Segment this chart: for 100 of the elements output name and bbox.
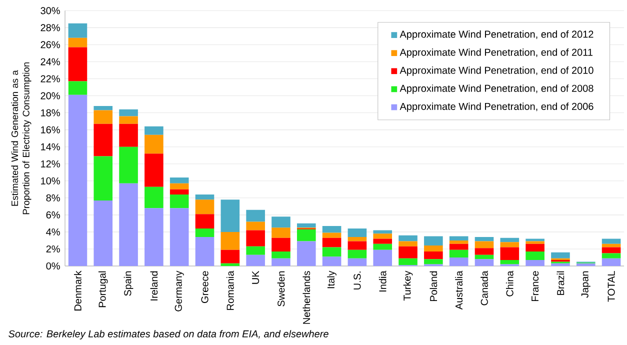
- bar: [144, 134, 164, 154]
- bar: [119, 183, 138, 266]
- bar: [602, 244, 621, 248]
- bar: [195, 194, 214, 200]
- bar: [449, 236, 468, 240]
- bar: [94, 106, 113, 110]
- bar: [94, 156, 113, 200]
- bar: [526, 244, 544, 252]
- bar: [68, 81, 88, 95]
- bar: [424, 252, 443, 260]
- bar: [474, 237, 494, 242]
- bar: [170, 189, 189, 194]
- bar: [373, 238, 392, 244]
- legend-label: Approximate Wind Penetration, end of 2012: [400, 30, 594, 40]
- bar: [195, 237, 214, 266]
- bar: [296, 241, 316, 266]
- bar: [272, 216, 290, 228]
- bar: [348, 228, 367, 238]
- y-tick-label: 4%: [46, 228, 60, 236]
- y-tick-label: 12%: [41, 160, 60, 168]
- x-tick-label: Netherlands: [302, 271, 310, 324]
- y-tick-label: 22%: [40, 75, 60, 82]
- x-tick-label: Australia: [455, 270, 463, 310]
- bar: [373, 244, 392, 250]
- bar: [500, 247, 520, 260]
- bar: [398, 241, 418, 246]
- bar: [500, 238, 520, 242]
- bar: [68, 23, 88, 38]
- bar: [246, 222, 265, 230]
- bar: [424, 236, 443, 246]
- y-tick-label: 20%: [40, 92, 60, 100]
- bar: [373, 250, 392, 266]
- x-tick-label: China: [506, 270, 514, 296]
- bar: [474, 241, 494, 248]
- legend-label: Approximate Wind Penetration, end of 2011: [400, 48, 593, 58]
- x-tick-label: France: [532, 271, 539, 302]
- legend-label: Approximate Wind Penetration, end of 2006: [400, 102, 594, 112]
- bar: [449, 244, 468, 250]
- x-tick-label: UK: [252, 270, 260, 284]
- bar: [195, 214, 214, 229]
- y-tick-label: 10%: [41, 177, 60, 184]
- y-tick-label: 24%: [40, 58, 60, 66]
- y-tick-label: 28%: [40, 24, 60, 32]
- bar: [246, 210, 265, 222]
- x-tick-label: Greece: [201, 271, 208, 303]
- bar: [398, 258, 418, 266]
- bar: [449, 240, 468, 244]
- bar: [220, 250, 240, 264]
- x-tick-label: Italy: [327, 270, 336, 288]
- bar: [94, 124, 113, 156]
- bar: [322, 256, 342, 266]
- bar: [348, 237, 367, 242]
- bar: [424, 246, 443, 252]
- bar: [170, 177, 189, 184]
- bar: [348, 258, 367, 266]
- x-tick-label: Germany: [174, 270, 184, 312]
- y-axis-title: Estimated Wind Generation as a Proportion of Electricty Consumption: [11, 62, 32, 214]
- bar: [246, 230, 265, 246]
- bar: [322, 238, 342, 248]
- x-tick-label: Ireland: [150, 271, 158, 300]
- bar: [373, 234, 392, 239]
- bar: [322, 247, 342, 257]
- y-tick-label: 0%: [46, 262, 60, 270]
- x-tick-label: U.S.: [354, 272, 361, 290]
- y-tick-label: 2%: [46, 245, 60, 252]
- bar: [220, 200, 240, 232]
- x-tick-label: Denmark: [74, 270, 82, 310]
- bar: [119, 109, 138, 116]
- bar: [170, 194, 189, 208]
- x-tick-label: Romania: [226, 270, 234, 310]
- legend-label: Approximate Wind Penetration, end of 2010: [400, 66, 594, 76]
- y-tick-label: 16%: [41, 126, 60, 134]
- x-tick-label: Poland: [430, 271, 438, 302]
- bar: [195, 228, 214, 238]
- bar: [348, 250, 367, 258]
- bar: [602, 253, 621, 258]
- bar: [551, 263, 570, 266]
- bar: [94, 200, 113, 266]
- bar: [220, 263, 240, 266]
- x-tick-label: Portugal: [98, 271, 108, 308]
- bar: [119, 116, 138, 124]
- bar: [144, 186, 164, 208]
- bar: [526, 260, 544, 266]
- source-note: Source: Berkeley Lab estimates based on data from EIA, and elsewhere: [8, 330, 328, 340]
- bar: [220, 232, 240, 250]
- legend-label: Approximate Wind Penetration, end of 2008: [400, 84, 594, 94]
- bar: [144, 126, 164, 135]
- bar: [68, 38, 88, 48]
- bar: [272, 228, 290, 238]
- y-tick-label: 8%: [46, 194, 60, 202]
- y-tick-label: 26%: [40, 41, 60, 48]
- x-tick-label: TOTAL: [608, 271, 615, 302]
- bar: [68, 94, 88, 266]
- bar: [144, 208, 164, 266]
- bar: [602, 238, 621, 244]
- bar: [348, 241, 367, 250]
- bar: [398, 246, 418, 258]
- bar: [322, 226, 342, 233]
- bar: [373, 230, 392, 234]
- y-tick-label: 18%: [41, 109, 60, 116]
